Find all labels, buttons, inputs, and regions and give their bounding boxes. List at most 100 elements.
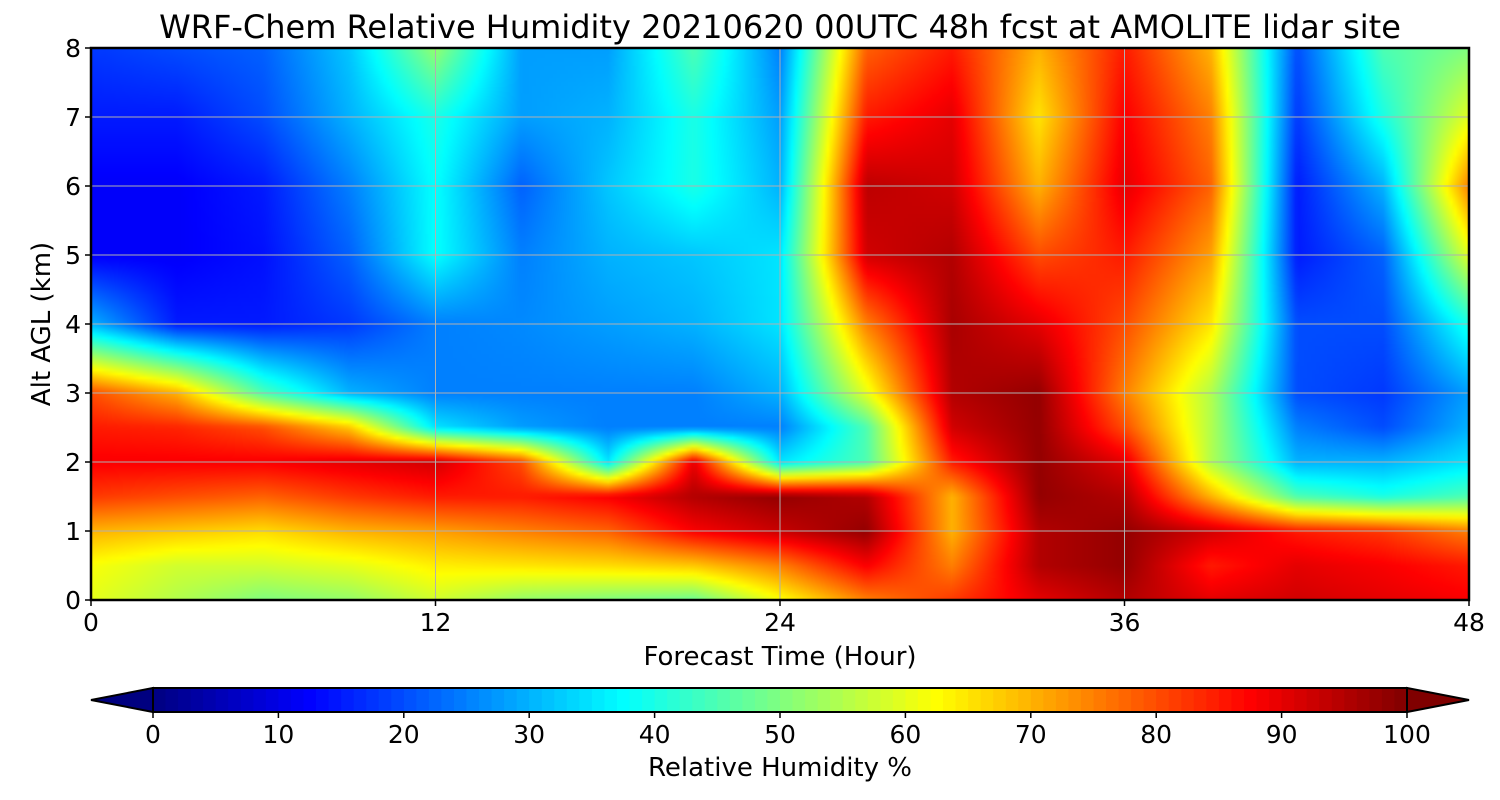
colorbar-band	[1093, 688, 1107, 712]
colorbar-band	[830, 688, 844, 712]
colorbar-band	[1356, 688, 1370, 712]
colorbar-band	[955, 688, 969, 712]
colorbar-band	[629, 688, 643, 712]
colorbar-tick-label: 100	[1383, 720, 1431, 749]
colorbar-extend-low	[90, 686, 154, 714]
colorbar-band	[453, 688, 468, 712]
colorbar-band	[466, 688, 480, 712]
colorbar-band	[968, 688, 982, 712]
x-tick-label: 0	[83, 608, 99, 637]
colorbar-band	[917, 688, 932, 712]
colorbar-band	[616, 688, 631, 712]
y-tick-label: 7	[65, 103, 81, 132]
y-tick-label: 4	[65, 310, 81, 339]
colorbar-band	[190, 688, 204, 712]
colorbar-band	[566, 688, 580, 712]
colorbar-band	[792, 688, 806, 712]
colorbar-band	[729, 688, 743, 712]
colorbar-band	[178, 688, 192, 712]
colorbar-band	[353, 688, 367, 712]
colorbar-band	[1118, 688, 1132, 712]
colorbar-band	[842, 688, 856, 712]
colorbar-band	[930, 688, 944, 712]
colorbar-band	[855, 688, 869, 712]
y-tick-label: 2	[65, 448, 81, 477]
colorbar-band	[1256, 688, 1270, 712]
colorbar-label: Relative Humidity %	[648, 753, 912, 783]
colorbar-band	[290, 688, 305, 712]
colorbar-band	[692, 688, 706, 712]
colorbar-band	[780, 688, 794, 712]
colorbar-band	[554, 688, 568, 712]
colorbar-tick-label: 40	[639, 720, 671, 749]
colorbar-band	[265, 688, 279, 712]
colorbar-band	[516, 688, 530, 712]
colorbar-band	[278, 688, 292, 712]
colorbar-band	[1106, 688, 1120, 712]
colorbar-band	[1218, 688, 1233, 712]
colorbar-tick-label: 10	[262, 720, 294, 749]
colorbar-band	[1369, 688, 1383, 712]
colorbar-band	[366, 688, 380, 712]
y-tick-label: 6	[65, 172, 81, 201]
y-tick-label: 5	[65, 241, 81, 270]
y-axis: 0 1 2 3 4 5 6 7 8	[65, 34, 91, 615]
colorbar-band	[416, 688, 430, 712]
colorbar-band	[491, 688, 505, 712]
colorbar-band	[1030, 688, 1044, 712]
colorbar-band	[1080, 688, 1095, 712]
colorbar-tick-label: 0	[145, 720, 161, 749]
colorbar-band	[905, 688, 919, 712]
colorbar-band	[1168, 688, 1182, 712]
colorbar-band	[1319, 688, 1333, 712]
colorbar-band	[228, 688, 242, 712]
colorbar-band	[303, 688, 317, 712]
colorbar-band	[316, 688, 330, 712]
colorbar-band	[579, 688, 593, 712]
colorbar-band	[943, 688, 957, 712]
x-axis: 0 12 24 36 48	[83, 600, 1485, 637]
colorbar-band	[1018, 688, 1032, 712]
x-tick-label: 12	[420, 608, 452, 637]
colorbar-band	[654, 688, 668, 712]
colorbar-band	[529, 688, 543, 712]
x-tick-label: 24	[764, 608, 796, 637]
colorbar-tick-label: 80	[1140, 720, 1172, 749]
colorbar-band	[1068, 688, 1082, 712]
y-tick-label: 0	[65, 586, 81, 615]
colorbar: 0 10 20 30 40 50 60 70 80 90 100	[90, 686, 1470, 749]
y-tick-label: 3	[65, 379, 81, 408]
colorbar-tick-label: 90	[1266, 720, 1298, 749]
colorbar-band	[667, 688, 681, 712]
colorbar-band	[1394, 688, 1408, 712]
x-tick-label: 36	[1109, 608, 1141, 637]
colorbar-band	[591, 688, 606, 712]
colorbar-extend-high	[1406, 686, 1470, 714]
colorbar-band	[203, 688, 217, 712]
colorbar-band	[717, 688, 731, 712]
colorbar-band	[1043, 688, 1057, 712]
colorbar-band	[504, 688, 518, 712]
colorbar-band	[767, 688, 781, 712]
y-tick-label: 8	[65, 34, 81, 63]
colorbar-band	[880, 688, 894, 712]
colorbar-band	[215, 688, 229, 712]
colorbar-band	[1193, 688, 1207, 712]
colorbar-band	[704, 688, 718, 712]
colorbar-band	[391, 688, 405, 712]
colorbar-band	[604, 688, 618, 712]
x-axis-label: Forecast Time (Hour)	[643, 642, 916, 672]
colorbar-band	[378, 688, 392, 712]
colorbar-band	[1181, 688, 1195, 712]
colorbar-gradient	[153, 688, 1408, 712]
colorbar-band	[867, 688, 881, 712]
colorbar-band	[441, 688, 455, 712]
colorbar-band	[817, 688, 831, 712]
colorbar-band	[1131, 688, 1145, 712]
colorbar-band	[642, 688, 656, 712]
colorbar-tick-label: 70	[1015, 720, 1047, 749]
colorbar-band	[1331, 688, 1345, 712]
colorbar-band	[1381, 688, 1396, 712]
colorbar-tick-label: 50	[764, 720, 796, 749]
